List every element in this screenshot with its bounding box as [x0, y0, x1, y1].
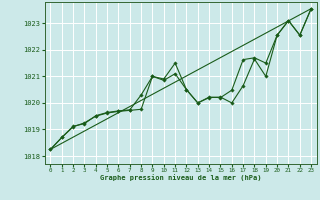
X-axis label: Graphe pression niveau de la mer (hPa): Graphe pression niveau de la mer (hPa) [100, 175, 261, 181]
